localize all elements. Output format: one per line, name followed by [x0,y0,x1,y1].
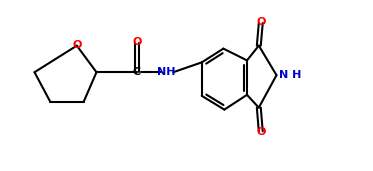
Text: O: O [132,37,141,47]
Text: N H: N H [279,70,302,80]
Text: NH: NH [157,67,176,77]
Text: C: C [133,67,141,77]
Text: O: O [256,127,266,137]
Text: O: O [72,40,81,50]
Text: O: O [256,17,266,27]
